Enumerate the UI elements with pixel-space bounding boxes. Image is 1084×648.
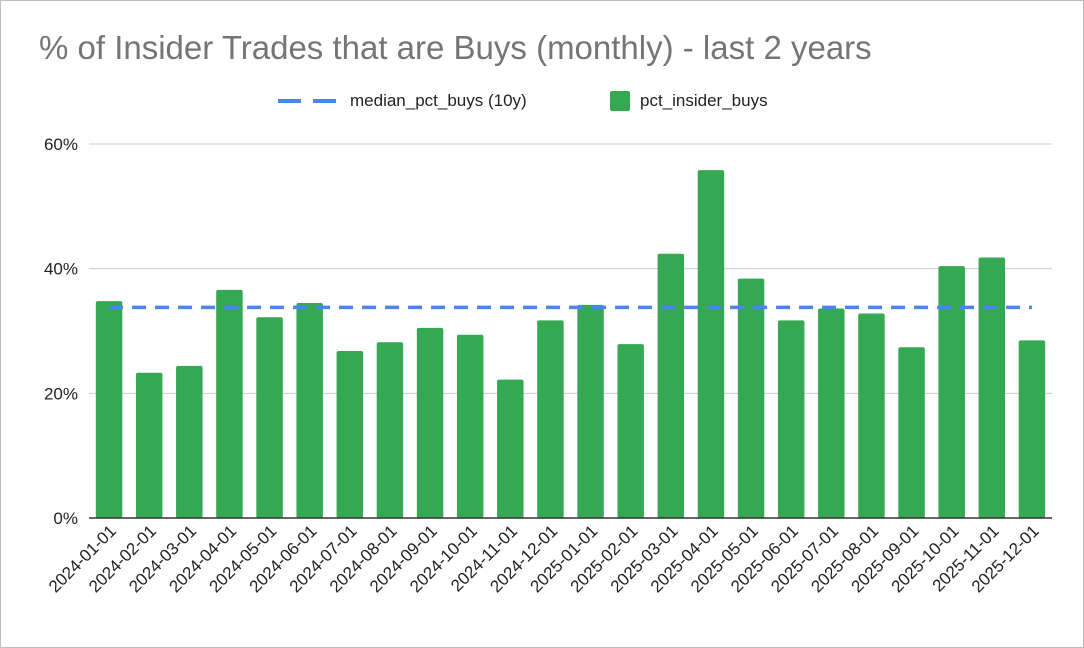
bar — [497, 379, 524, 518]
bar — [296, 302, 323, 518]
chart-title: % of Insider Trades that are Buys (month… — [39, 29, 872, 66]
bar — [577, 304, 604, 518]
bar — [818, 308, 845, 518]
bar — [978, 257, 1006, 518]
y-tick-label: 60% — [44, 135, 78, 154]
legend-swatch-median — [278, 99, 336, 103]
bar — [135, 372, 163, 518]
bar — [898, 347, 925, 518]
bar — [216, 289, 243, 518]
bar — [416, 327, 444, 518]
y-tick-label: 0% — [53, 509, 78, 528]
bar — [95, 301, 123, 518]
bar — [537, 320, 564, 518]
bar — [938, 266, 965, 518]
bar — [256, 317, 283, 518]
legend-label-pct-buys: pct_insider_buys — [640, 91, 768, 110]
bar — [1018, 340, 1046, 518]
bar — [697, 170, 725, 518]
legend-swatch-pct-buys — [610, 91, 630, 111]
bar — [657, 253, 685, 518]
bar — [617, 344, 644, 518]
bar — [456, 334, 484, 518]
bar — [176, 365, 203, 518]
bar — [858, 313, 885, 518]
bar — [336, 350, 364, 518]
legend-label-median: median_pct_buys (10y) — [350, 91, 527, 110]
legend-item-median: median_pct_buys (10y) — [278, 89, 527, 113]
bar — [376, 342, 404, 518]
y-tick-label: 20% — [44, 384, 78, 403]
y-tick-label: 40% — [44, 260, 78, 279]
legend-item-pct-buys: pct_insider_buys — [610, 89, 768, 113]
legend: median_pct_buys (10y) pct_insider_buys — [1, 89, 1084, 113]
bar — [777, 320, 805, 518]
bar — [737, 278, 765, 518]
